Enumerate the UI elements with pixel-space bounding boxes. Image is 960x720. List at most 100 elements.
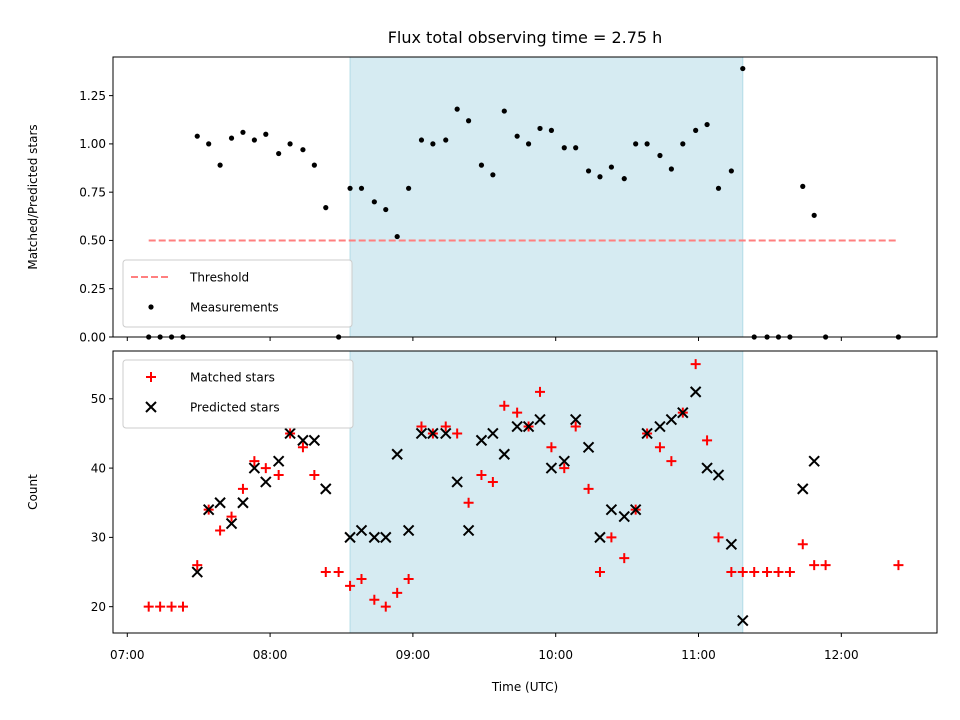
data-point-bottom-1-47 [808, 455, 820, 467]
data-point-bottom-0-36 [570, 421, 581, 432]
data-point-top-0-28 [478, 162, 485, 168]
data-point-bottom-1-42 [701, 462, 713, 474]
data-point-bottom-0-48 [713, 532, 724, 543]
y-tick-label-top-3: 0.75 [79, 185, 106, 199]
data-point-bottom-0-40 [619, 553, 630, 564]
data-point-bottom-0-11 [273, 470, 284, 481]
data-point-top-0-5 [206, 141, 212, 147]
series-bottom-1 [191, 386, 820, 627]
x-tick-label-3: 10:00 [538, 648, 573, 662]
legend-label-0: Matched stars [190, 371, 275, 385]
data-point-top-0-37 [585, 168, 592, 174]
data-point-bottom-0-9 [249, 456, 260, 467]
y-tick-label-bottom-0: 20 [91, 600, 106, 614]
data-point-top-0-14 [311, 162, 317, 168]
data-point-bottom-0-20 [380, 601, 391, 612]
data-point-top-0-42 [644, 141, 650, 147]
x-tick-label-1: 08:00 [253, 648, 288, 662]
data-point-bottom-0-23 [416, 421, 427, 432]
data-point-bottom-0-0 [143, 601, 154, 612]
x-tick-label-0: 07:00 [110, 648, 145, 662]
data-point-top-0-56 [811, 212, 817, 218]
data-point-top-0-25 [443, 137, 449, 143]
legend-swatch-0 [146, 372, 156, 382]
data-point-top-0-36 [573, 145, 579, 151]
data-point-bottom-1-13 [355, 524, 368, 537]
series-bottom-0 [143, 359, 904, 612]
observing-span-bottom [349, 350, 744, 634]
data-point-top-0-33 [537, 125, 543, 132]
data-point-bottom-1-22 [462, 524, 475, 537]
y-tick-label-bottom-3: 50 [91, 392, 106, 406]
data-point-bottom-1-28 [534, 413, 546, 426]
data-point-top-0-17 [347, 185, 353, 191]
data-point-top-0-43 [657, 152, 663, 159]
data-point-bottom-0-38 [594, 567, 605, 578]
x-axis-label: Time (UTC) [491, 680, 558, 694]
data-point-bottom-0-22 [403, 573, 414, 584]
data-point-bottom-0-53 [773, 567, 784, 578]
data-point-top-0-22 [406, 185, 412, 191]
top-panel: 0.00 0.25 0.50 0.75 1.00 1.25 Matched/Predicte… [26, 56, 938, 344]
legend-box-bottom [122, 359, 354, 429]
data-point-bottom-1-11 [320, 483, 332, 495]
data-point-bottom-1-7 [272, 455, 285, 467]
data-point-top-0-35 [561, 145, 567, 151]
data-point-bottom-0-29 [487, 476, 498, 487]
data-point-bottom-0-27 [463, 497, 474, 508]
data-point-bottom-1-18 [415, 427, 428, 440]
data-point-bottom-1-10 [308, 434, 321, 447]
data-point-bottom-0-14 [309, 470, 320, 481]
data-point-top-0-45 [680, 141, 686, 147]
data-point-top-0-55 [800, 183, 806, 189]
data-point-bottom-1-27 [522, 420, 535, 433]
data-point-bottom-1-29 [545, 462, 558, 474]
data-point-bottom-1-4 [237, 497, 249, 509]
data-point-bottom-1-37 [641, 427, 653, 440]
legend-bottom: Matched stars Predicted stars [122, 359, 354, 429]
x-tick-label-5: 12:00 [824, 648, 859, 662]
data-point-bottom-0-1 [155, 601, 166, 612]
data-point-bottom-1-8 [284, 427, 296, 440]
data-point-bottom-0-6 [215, 525, 226, 536]
data-point-bottom-1-16 [391, 448, 403, 460]
data-point-top-0-47 [704, 121, 710, 128]
data-point-bottom-1-46 [797, 483, 809, 495]
data-point-bottom-0-2 [166, 601, 177, 612]
data-point-bottom-0-26 [452, 428, 463, 439]
data-point-bottom-1-1 [202, 503, 215, 516]
data-point-bottom-0-19 [369, 594, 380, 605]
data-point-top-0-48 [715, 185, 722, 191]
data-point-top-0-32 [525, 141, 532, 147]
data-point-bottom-0-56 [809, 560, 820, 571]
data-point-top-0-19 [371, 199, 377, 205]
data-point-bottom-0-17 [345, 580, 356, 591]
data-point-top-0-30 [501, 108, 507, 114]
data-point-bottom-0-50 [737, 567, 748, 578]
data-point-bottom-0-49 [726, 567, 737, 578]
data-point-bottom-1-9 [297, 434, 309, 447]
data-point-bottom-0-37 [583, 483, 594, 494]
data-point-top-0-31 [514, 133, 520, 139]
legend-label-1: Predicted stars [190, 401, 280, 415]
data-point-top-0-7 [228, 135, 235, 141]
data-point-bottom-0-15 [320, 567, 331, 578]
data-point-top-0-27 [465, 118, 472, 124]
data-point-top-0-24 [430, 141, 436, 147]
data-point-bottom-0-44 [666, 456, 677, 467]
bottom-panel: 20 30 40 50 07:00 08:00 09:00 10:00 11:00 12:00 Co… [26, 350, 938, 662]
data-point-bottom-1-3 [225, 517, 238, 530]
data-point-top-0-50 [740, 65, 746, 72]
series-top-0 [146, 65, 902, 340]
data-point-top-0-9 [251, 137, 257, 143]
data-point-bottom-1-35 [618, 510, 630, 523]
data-point-bottom-1-6 [260, 476, 272, 488]
legend-threshold-label: Threshold [189, 271, 249, 285]
data-point-bottom-0-8 [237, 483, 248, 494]
data-point-bottom-1-31 [569, 413, 582, 426]
data-point-top-0-29 [490, 172, 496, 178]
data-point-bottom-0-13 [297, 442, 308, 453]
data-point-top-0-23 [418, 137, 425, 143]
data-point-bottom-0-3 [177, 601, 188, 612]
data-point-top-0-49 [728, 168, 734, 174]
